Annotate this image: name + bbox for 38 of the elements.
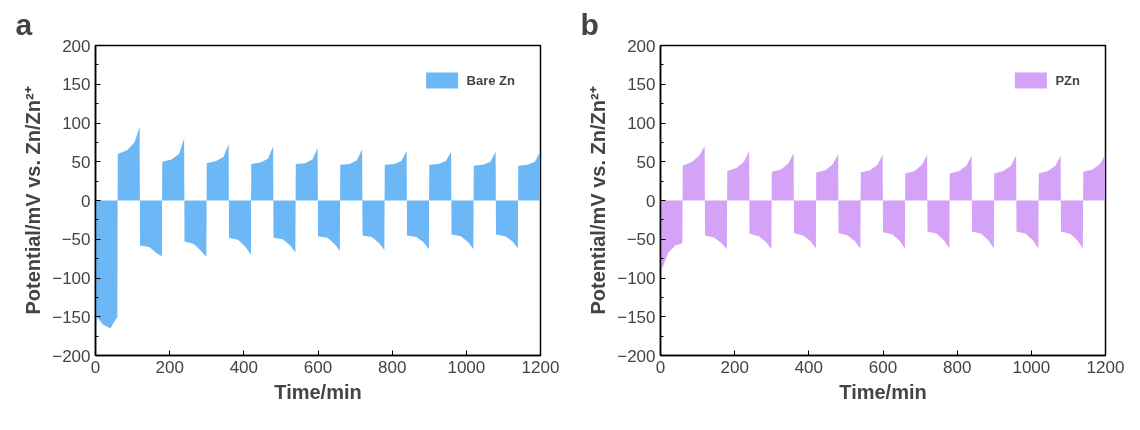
y-tick-label: −200: [52, 346, 91, 366]
y-tick-label: 200: [627, 36, 656, 56]
y-tick-label: −100: [617, 269, 656, 288]
x-tick-label: 200: [155, 357, 184, 377]
y-axis-title: Potential/mV vs. Zn/Zn²⁺: [22, 86, 45, 315]
x-tick-label: 800: [942, 357, 972, 377]
legend-label: Bare Zn: [466, 72, 515, 88]
y-tick-label: 150: [627, 75, 656, 95]
x-axis-title: Time/min: [274, 380, 362, 403]
y-tick-label: −100: [52, 269, 91, 288]
legend-label: PZn: [1055, 72, 1080, 88]
x-tick-label: 600: [868, 357, 898, 377]
x-tick-label: 600: [303, 357, 333, 377]
y-tick-label: 200: [62, 36, 91, 56]
y-tick-label: 100: [62, 114, 91, 133]
y-tick-label: 0: [646, 191, 656, 211]
x-tick-label: 800: [377, 357, 407, 377]
y-tick-label: −200: [617, 346, 656, 366]
x-axis-title: Time/min: [839, 380, 927, 403]
text: b: [580, 7, 599, 41]
y-tick-label: −150: [52, 307, 91, 327]
x-tick-label: 1200: [521, 357, 560, 377]
y-tick-label: 150: [62, 75, 91, 95]
x-tick-label: 1000: [1012, 357, 1051, 377]
y-tick-label: −50: [61, 230, 91, 250]
y-tick-label: −150: [617, 307, 656, 327]
x-tick-label: 1200: [1086, 357, 1125, 377]
x-tick-label: 1000: [447, 357, 486, 377]
y-tick-label: 50: [636, 152, 656, 172]
y-tick-label: −50: [626, 230, 656, 250]
y-tick-label: 100: [627, 114, 656, 133]
x-tick-label: 400: [794, 357, 824, 377]
text: a: [15, 7, 33, 41]
y-tick-label: 0: [81, 191, 91, 211]
y-axis-title: Potential/mV vs. Zn/Zn²⁺: [587, 86, 610, 315]
x-tick-label: 400: [229, 357, 259, 377]
y-tick-label: 50: [71, 152, 91, 172]
x-tick-label: 200: [720, 357, 749, 377]
